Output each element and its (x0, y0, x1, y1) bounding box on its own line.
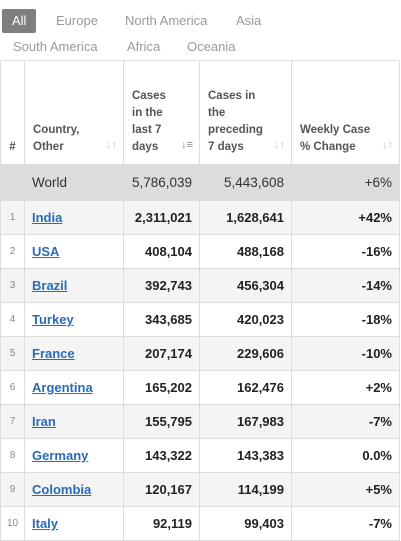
country-link[interactable]: Germany (32, 448, 89, 463)
country-link[interactable]: India (32, 210, 63, 225)
table-row: 1 India 2,311,021 1,628,641 +42% (0, 200, 400, 235)
sort-icon: ↓↑ (106, 139, 117, 151)
row-rank: 4 (0, 302, 25, 337)
row-cases-prev: 229,606 (199, 336, 292, 371)
world-cases-7: 5,786,039 (123, 164, 200, 201)
table-row: 4 Turkey 343,685 420,023 -18% (0, 302, 400, 337)
table-row: 6 Argentina 165,202 162,476 +2% (0, 370, 400, 405)
sort-icon: ↓↑ (274, 139, 285, 151)
row-rank: 6 (0, 370, 25, 405)
table-row: 3 Brazil 392,743 456,304 -14% (0, 268, 400, 303)
row-cases-prev: 456,304 (199, 268, 292, 303)
row-rank: 9 (0, 472, 25, 507)
region-tabs: All Europe North America Asia South Amer… (0, 0, 401, 60)
cases-table: # Country, Other ↓↑ Cases in the last 7 … (0, 60, 400, 541)
table-header-row: # Country, Other ↓↑ Cases in the last 7 … (0, 60, 400, 165)
row-change: -7% (291, 506, 400, 541)
header-country[interactable]: Country, Other ↓↑ (24, 60, 124, 165)
row-change: +42% (291, 200, 400, 235)
world-cases-prev: 5,443,608 (199, 164, 292, 201)
tab-north-america[interactable]: North America (125, 13, 208, 28)
row-country: Italy (24, 506, 124, 541)
row-cases-7: 207,174 (123, 336, 200, 371)
row-rank: 5 (0, 336, 25, 371)
row-cases-7: 392,743 (123, 268, 200, 303)
country-link[interactable]: Brazil (32, 278, 68, 293)
row-change: -7% (291, 404, 400, 439)
table-row: 9 Colombia 120,167 114,199 +5% (0, 472, 400, 507)
row-country: Colombia (24, 472, 124, 507)
tab-all[interactable]: All (2, 9, 37, 33)
row-cases-prev: 99,403 (199, 506, 292, 541)
tab-africa[interactable]: Africa (127, 39, 161, 54)
tab-oceania[interactable]: Oceania (187, 39, 236, 54)
row-cases-prev: 143,383 (199, 438, 292, 473)
row-country: Brazil (24, 268, 124, 303)
table-row: 8 Germany 143,322 143,383 0.0% (0, 438, 400, 473)
row-cases-prev: 167,983 (199, 404, 292, 439)
world-rank (0, 164, 25, 201)
table-row: 2 USA 408,104 488,168 -16% (0, 234, 400, 269)
header-cases-preceding[interactable]: Cases in the preceding 7 days ↓↑ (199, 60, 292, 165)
row-rank: 1 (0, 200, 25, 235)
row-country: Germany (24, 438, 124, 473)
country-link[interactable]: Argentina (32, 380, 93, 395)
row-change: 0.0% (291, 438, 400, 473)
table-row: 5 France 207,174 229,606 -10% (0, 336, 400, 371)
country-link[interactable]: Turkey (32, 312, 74, 327)
row-rank: 10 (0, 506, 25, 541)
row-rank: 3 (0, 268, 25, 303)
world-name: World (24, 164, 124, 201)
table-row: 10 Italy 92,119 99,403 -7% (0, 506, 400, 541)
country-link[interactable]: Italy (32, 516, 59, 531)
row-country: Iran (24, 404, 124, 439)
row-change: +5% (291, 472, 400, 507)
header-rank[interactable]: # (0, 60, 25, 165)
row-country: France (24, 336, 124, 371)
country-link[interactable]: USA (32, 244, 60, 259)
row-cases-prev: 162,476 (199, 370, 292, 405)
row-rank: 2 (0, 234, 25, 269)
table-row: 7 Iran 155,795 167,983 -7% (0, 404, 400, 439)
row-cases-7: 120,167 (123, 472, 200, 507)
country-link[interactable]: Colombia (32, 482, 92, 497)
row-cases-7: 2,311,021 (123, 200, 200, 235)
row-rank: 8 (0, 438, 25, 473)
world-row: World 5,786,039 5,443,608 +6% (0, 164, 400, 201)
row-change: +2% (291, 370, 400, 405)
row-cases-7: 143,322 (123, 438, 200, 473)
header-cases-7-days[interactable]: Cases in the last 7 days ↓≡ (123, 60, 200, 165)
row-cases-7: 155,795 (123, 404, 200, 439)
row-country: India (24, 200, 124, 235)
row-cases-prev: 488,168 (199, 234, 292, 269)
row-cases-7: 408,104 (123, 234, 200, 269)
tab-south-america[interactable]: South America (13, 39, 98, 54)
row-cases-prev: 420,023 (199, 302, 292, 337)
header-weekly-change[interactable]: Weekly Case % Change ↓↑ (291, 60, 400, 165)
row-cases-7: 343,685 (123, 302, 200, 337)
sort-descending-icon: ↓≡ (181, 139, 193, 151)
row-rank: 7 (0, 404, 25, 439)
row-cases-prev: 1,628,641 (199, 200, 292, 235)
row-cases-7: 92,119 (123, 506, 200, 541)
tab-asia[interactable]: Asia (236, 13, 262, 28)
row-change: -14% (291, 268, 400, 303)
row-cases-7: 165,202 (123, 370, 200, 405)
world-change: +6% (291, 164, 400, 201)
row-change: -10% (291, 336, 400, 371)
country-link[interactable]: Iran (32, 414, 56, 429)
sort-icon: ↓↑ (382, 139, 393, 151)
row-change: -18% (291, 302, 400, 337)
row-country: Argentina (24, 370, 124, 405)
tab-europe[interactable]: Europe (56, 13, 98, 28)
row-country: Turkey (24, 302, 124, 337)
row-change: -16% (291, 234, 400, 269)
row-cases-prev: 114,199 (199, 472, 292, 507)
country-link[interactable]: France (32, 346, 75, 361)
row-country: USA (24, 234, 124, 269)
